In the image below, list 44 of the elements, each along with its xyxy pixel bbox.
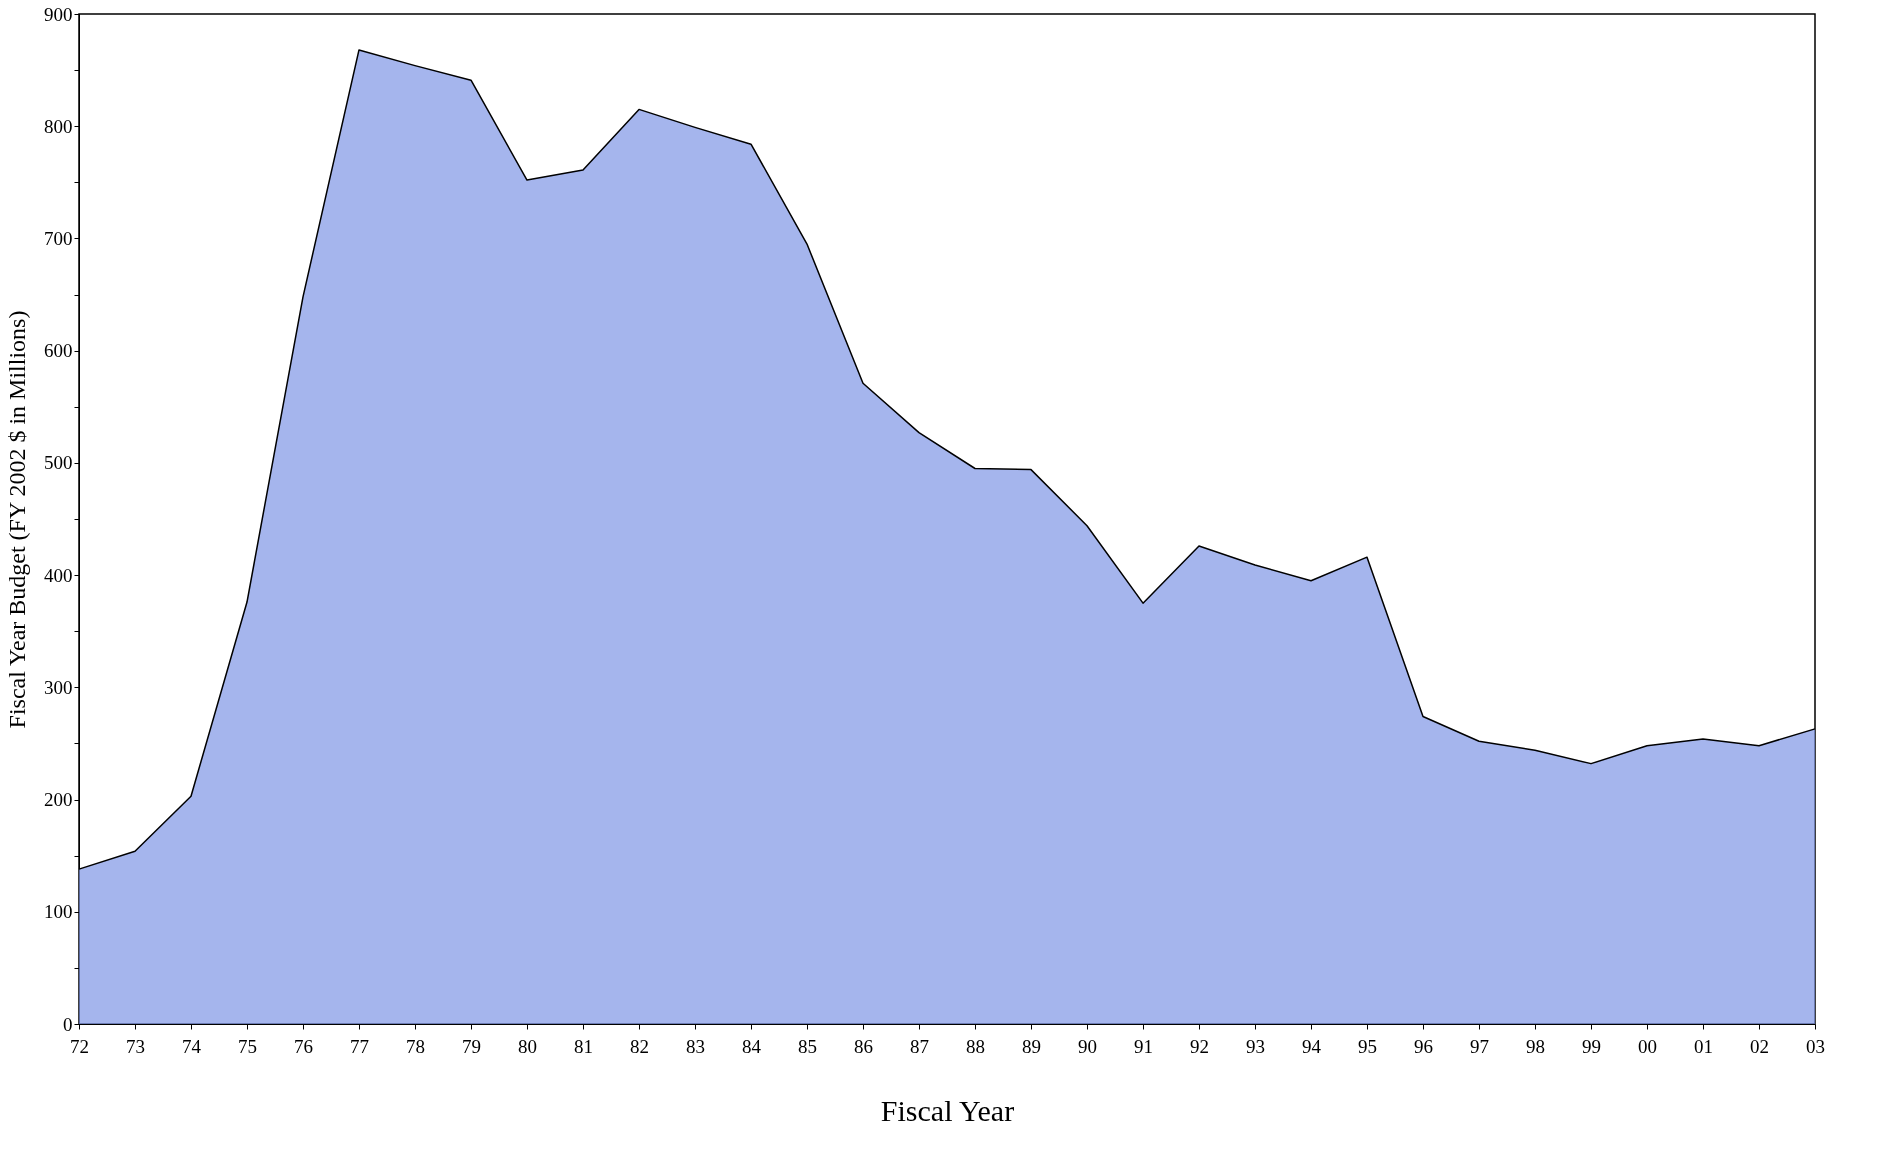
y-tick-label: 100 xyxy=(44,901,73,923)
y-axis-title: Fiscal Year Budget (FY 2002 $ in Millions) xyxy=(4,310,30,729)
y-tick-label: 400 xyxy=(44,564,73,586)
y-tick-label: 900 xyxy=(44,3,73,25)
x-tick-label: 80 xyxy=(518,1035,537,1057)
x-tick-label: 77 xyxy=(350,1035,369,1057)
x-tick-label: 96 xyxy=(1414,1035,1433,1057)
x-tick-label: 76 xyxy=(294,1035,313,1057)
x-tick-label: 78 xyxy=(406,1035,425,1057)
x-tick-label: 02 xyxy=(1750,1035,1769,1057)
x-tick-label: 92 xyxy=(1190,1035,1209,1057)
x-tick-label: 88 xyxy=(966,1035,985,1057)
x-tick-label: 74 xyxy=(182,1035,202,1057)
y-tick-label: 300 xyxy=(44,676,73,698)
x-tick-label: 73 xyxy=(126,1035,145,1057)
x-tick-label: 97 xyxy=(1470,1035,1489,1057)
x-tick-label: 98 xyxy=(1526,1035,1545,1057)
x-tick-label: 75 xyxy=(238,1035,257,1057)
x-tick-label: 83 xyxy=(686,1035,705,1057)
y-tick-label: 700 xyxy=(44,227,73,249)
x-tick-label: 00 xyxy=(1638,1035,1657,1057)
x-tick-label: 89 xyxy=(1022,1035,1041,1057)
x-tick-label: 72 xyxy=(70,1035,89,1057)
x-tick-label: 79 xyxy=(462,1035,481,1057)
x-tick-label: 03 xyxy=(1806,1035,1825,1057)
y-tick-label: 800 xyxy=(44,115,73,137)
x-tick-label: 85 xyxy=(798,1035,817,1057)
y-tick-label: 500 xyxy=(44,452,73,474)
x-tick-label: 84 xyxy=(742,1035,762,1057)
x-tick-label: 95 xyxy=(1358,1035,1377,1057)
x-axis-title: Fiscal Year xyxy=(880,1093,1015,1127)
y-tick-label: 0 xyxy=(63,1013,73,1035)
x-tick-label: 01 xyxy=(1694,1035,1713,1057)
x-tick-label: 86 xyxy=(854,1035,873,1057)
x-tick-label: 90 xyxy=(1078,1035,1097,1057)
y-tick-label: 200 xyxy=(44,789,73,811)
y-tick-label: 600 xyxy=(44,340,73,362)
x-tick-label: 91 xyxy=(1134,1035,1153,1057)
x-tick-label: 94 xyxy=(1302,1035,1322,1057)
x-tick-label: 81 xyxy=(574,1035,593,1057)
x-tick-label: 82 xyxy=(630,1035,649,1057)
x-tick-label: 93 xyxy=(1246,1035,1265,1057)
x-tick-label: 87 xyxy=(910,1035,929,1057)
x-tick-label: 99 xyxy=(1582,1035,1601,1057)
